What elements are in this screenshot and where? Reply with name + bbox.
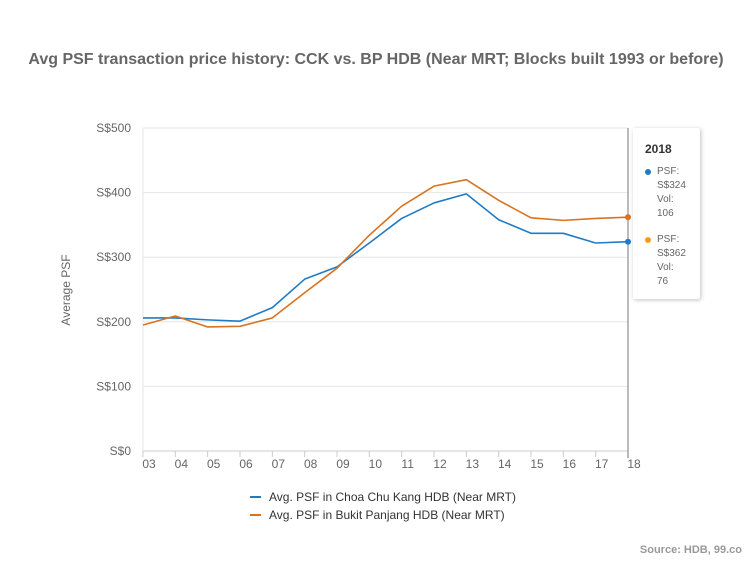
x-tick-label: 08 xyxy=(304,457,318,471)
tooltip-vol-value: 76 xyxy=(657,276,669,287)
y-tick-label: S$100 xyxy=(96,379,131,393)
legend-item-bp[interactable]: Avg. PSF in Bukit Panjang HDB (Near MRT) xyxy=(250,506,516,524)
tooltip-vol-label: Vol: xyxy=(657,262,674,273)
legend-item-cck[interactable]: Avg. PSF in Choa Chu Kang HDB (Near MRT) xyxy=(250,488,516,506)
series-line-0[interactable] xyxy=(143,193,629,322)
gridlines xyxy=(143,127,628,387)
tooltip-dot-cck xyxy=(645,169,651,175)
legend-label-bp: Avg. PSF in Bukit Panjang HDB (Near MRT) xyxy=(269,508,505,522)
x-tick-label: 03 xyxy=(142,457,156,471)
legend-swatch-cck xyxy=(250,496,261,498)
x-tick-label: 14 xyxy=(498,457,512,471)
y-axis-label: Average PSF xyxy=(59,254,73,325)
y-tick-label: S$200 xyxy=(96,315,131,329)
x-tick-label: 12 xyxy=(433,457,447,471)
series-line-1[interactable] xyxy=(142,178,629,328)
legend: Avg. PSF in Choa Chu Kang HDB (Near MRT)… xyxy=(250,488,516,524)
x-tick-label: 09 xyxy=(336,457,350,471)
y-tick-label: S$500 xyxy=(96,121,131,135)
y-tick-label: S$400 xyxy=(96,186,131,200)
tooltip-psf-value: S$362 xyxy=(657,248,686,259)
hover-point[interactable] xyxy=(625,214,631,221)
x-tick-label: 05 xyxy=(207,457,221,471)
tooltip-vol-label: Vol: xyxy=(657,194,674,205)
legend-label-cck: Avg. PSF in Choa Chu Kang HDB (Near MRT) xyxy=(269,490,516,504)
x-tick-label: 16 xyxy=(563,457,577,471)
x-tick-label: 04 xyxy=(175,457,189,471)
y-tick-labels: S$0 S$100 S$200 S$300 S$400 S$500 xyxy=(96,121,131,458)
source-credit: Source: HDB, 99.co xyxy=(639,544,742,556)
chart-title: Avg PSF transaction price history: CCK v… xyxy=(28,51,724,68)
x-tick-labels: 03 04 05 06 07 08 09 10 11 12 13 14 15 16 17 18 xyxy=(142,451,641,471)
x-tick-label: 07 xyxy=(272,457,286,471)
series-group xyxy=(142,178,631,328)
tooltip-psf-label: PSF: xyxy=(657,166,680,177)
tooltip-psf-label: PSF: xyxy=(657,234,680,245)
legend-swatch-bp xyxy=(250,514,261,516)
x-tick-label: 11 xyxy=(401,457,414,471)
tooltip-vol-value: 106 xyxy=(657,208,674,219)
tooltip-dot-bp xyxy=(645,237,651,243)
tooltip-year: 2018 xyxy=(645,142,672,156)
x-tick-label: 10 xyxy=(369,457,383,471)
x-tick-label: 17 xyxy=(595,457,609,471)
y-tick-label: S$300 xyxy=(96,250,131,264)
tooltip-psf-value: S$324 xyxy=(657,180,686,191)
hover-point[interactable] xyxy=(625,238,631,245)
x-tick-label: 13 xyxy=(466,457,480,471)
x-tick-label: 18 xyxy=(627,457,641,471)
hover-tooltip: 2018 PSF: S$324 Vol: 106 PSF: S$362 Vol:… xyxy=(633,128,700,299)
x-tick-label: 15 xyxy=(530,457,544,471)
y-tick-label: S$0 xyxy=(110,444,132,458)
x-tick-label: 06 xyxy=(239,457,253,471)
